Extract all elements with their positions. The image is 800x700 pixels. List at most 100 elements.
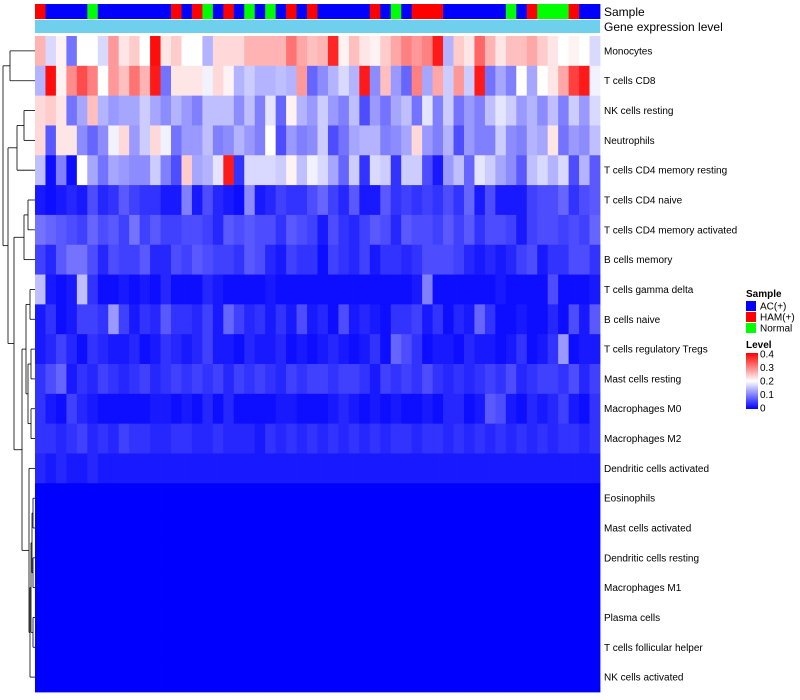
heatmap-cell <box>380 632 392 663</box>
heatmap-cell <box>369 513 381 544</box>
heatmap-cell <box>348 393 360 425</box>
heatmap-cell <box>296 65 308 97</box>
heatmap-cell <box>474 662 486 693</box>
heatmap-cell <box>191 155 203 186</box>
heatmap-cell <box>422 453 433 484</box>
heatmap-cell <box>265 662 277 693</box>
heatmap-cell <box>422 304 433 335</box>
heatmap-cell <box>526 185 538 216</box>
heatmap-cell <box>108 95 120 126</box>
heatmap-cell <box>338 632 350 663</box>
heatmap-cell <box>516 393 528 425</box>
heatmap-cell <box>35 662 46 693</box>
heatmap-cell <box>139 662 151 693</box>
heatmap-cell <box>443 36 454 67</box>
heatmap-cell <box>537 185 549 216</box>
heatmap-cell <box>212 274 224 305</box>
heatmap-cell <box>579 423 590 454</box>
heatmap-cell <box>390 632 402 663</box>
heatmap-cell <box>275 274 287 305</box>
heatmap-cell <box>55 214 67 246</box>
heatmap-cell <box>380 602 392 633</box>
heatmap-cell <box>139 125 151 156</box>
heatmap-cell <box>307 304 318 335</box>
heatmap-cell <box>411 95 423 126</box>
heatmap-cell <box>505 483 517 514</box>
heatmap-cell <box>411 483 423 514</box>
heatmap-cell <box>327 65 339 97</box>
heatmap-cell <box>474 155 486 186</box>
heatmap-cell <box>97 662 109 693</box>
heatmap-cell <box>390 423 402 454</box>
heatmap-cell <box>432 244 444 275</box>
heatmap-cell <box>223 453 235 484</box>
heatmap-cell <box>317 393 329 425</box>
heatmap-cell <box>380 483 392 514</box>
sample-annotation-cell <box>359 4 371 19</box>
heatmap-cell <box>432 155 444 186</box>
heatmap-cell <box>579 95 590 126</box>
heatmap-cell <box>181 65 193 97</box>
heatmap-cell <box>589 95 601 126</box>
heatmap-cell <box>307 364 318 395</box>
heatmap-cell <box>171 572 182 603</box>
heatmap-cell <box>171 632 182 663</box>
heatmap-cell <box>129 185 141 216</box>
sample-annotation-cell <box>411 4 423 19</box>
heatmap-cell <box>505 274 517 305</box>
heatmap-cell <box>369 662 381 693</box>
heatmap-cell <box>369 125 381 156</box>
heatmap-cell <box>307 185 318 216</box>
heatmap-cell <box>244 334 256 365</box>
row-label: T cells CD4 memory resting <box>604 166 727 177</box>
heatmap-cell <box>296 483 308 514</box>
heatmap-cell <box>547 393 559 425</box>
heatmap-cell <box>568 274 580 305</box>
heatmap-cell <box>338 304 350 335</box>
heatmap-cell <box>463 125 475 156</box>
heatmap-cell <box>338 542 350 574</box>
heatmap-cell <box>35 364 46 395</box>
heatmap-cell <box>390 155 402 186</box>
heatmap-cell <box>55 572 67 603</box>
heatmap-cell <box>160 423 172 454</box>
heatmap-cell <box>181 364 193 395</box>
heatmap-cell <box>181 304 193 335</box>
sample-annotation-cell <box>150 4 161 19</box>
heatmap-cell <box>380 125 392 156</box>
heatmap-cell <box>212 542 224 574</box>
heatmap-cell <box>443 632 454 663</box>
heatmap-cell <box>432 65 444 97</box>
heatmap-cell <box>66 125 78 156</box>
heatmap-cell <box>422 65 433 97</box>
heatmap-cell <box>212 572 224 603</box>
heatmap-cell <box>108 393 120 425</box>
heatmap-cell <box>348 602 360 633</box>
heatmap-cell <box>411 214 423 246</box>
heatmap-cell <box>474 244 486 275</box>
heatmap-cell <box>66 244 78 275</box>
heatmap-cell <box>233 542 245 574</box>
heatmap-cell <box>76 453 88 484</box>
heatmap-cell <box>55 155 67 186</box>
heatmap-cell <box>160 185 172 216</box>
heatmap-cell <box>327 453 339 484</box>
heatmap-cell <box>35 393 46 425</box>
heatmap-cell <box>265 185 277 216</box>
heatmap-cell <box>537 572 549 603</box>
heatmap-cell <box>359 274 371 305</box>
heatmap-cell <box>307 662 318 693</box>
heatmap-cell <box>411 334 423 365</box>
heatmap-cell <box>181 244 193 275</box>
heatmap-cell <box>87 155 99 186</box>
heatmap-cell <box>443 393 454 425</box>
row-label: Dendritic cells activated <box>604 464 709 475</box>
heatmap-cell <box>265 65 277 97</box>
heatmap-cell <box>484 364 496 395</box>
heatmap-cell <box>212 513 224 544</box>
heatmap-cell <box>558 274 570 305</box>
heatmap-cell <box>443 542 454 574</box>
heatmap-cell <box>233 125 245 156</box>
heatmap-cell <box>55 95 67 126</box>
heatmap-cell <box>589 155 601 186</box>
